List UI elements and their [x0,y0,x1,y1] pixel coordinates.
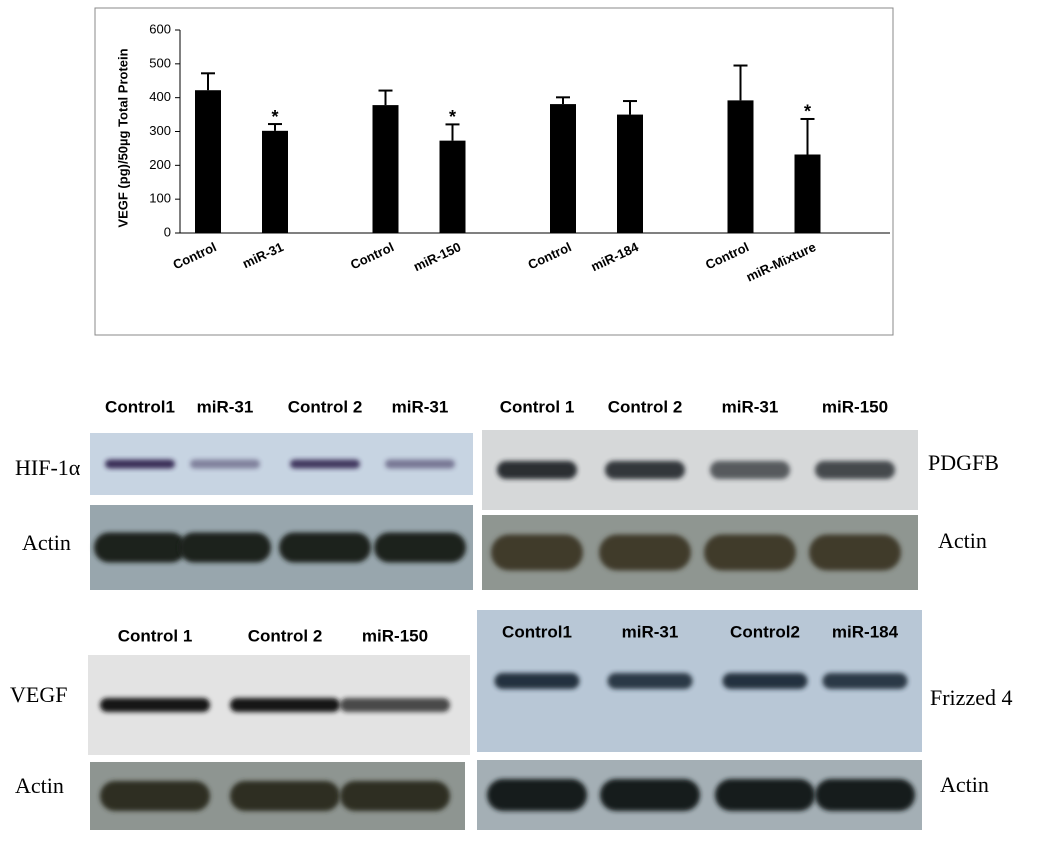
lane-label: miR-31 [622,622,679,641]
blot-band [497,461,577,479]
blot-band [815,779,915,811]
bar [372,105,399,233]
y-tick-label: 500 [149,55,171,70]
protein-label: VEGF [10,682,67,707]
lane-label: Control2 [730,622,800,641]
blot-band [822,673,908,689]
blot-band [100,781,210,811]
protein-label: Actin [940,772,989,797]
y-tick-label: 200 [149,157,171,172]
lane-label: Control 1 [500,397,575,416]
blot-band [385,459,455,469]
blot-band [340,698,450,712]
error-bar [268,123,282,131]
lane-label: Control1 [502,622,572,641]
protein-label: HIF-1α [15,455,81,480]
lane-label: miR-31 [722,397,779,416]
lane-label: miR-150 [822,397,888,416]
lane-label: miR-150 [362,626,428,645]
bar [794,154,821,233]
lane-label: miR-31 [197,397,254,416]
blot-band [230,781,340,811]
blot-band [279,532,371,563]
blot-band [374,532,466,563]
significance-mark: * [271,107,278,127]
error-bar [800,117,815,155]
blot-band [179,532,271,563]
y-axis-label: VEGF (pg)/50µg Total Protein [115,48,130,227]
blot-band [230,698,340,712]
y-tick-label: 300 [149,123,171,138]
blot-band [340,781,450,811]
lane-label: Control 1 [118,626,193,645]
blot-band [809,534,901,571]
error-bar [378,89,393,106]
lane-label: Control 2 [248,626,323,645]
blot-band [290,459,360,469]
error-bar [733,64,748,101]
blot-band [722,673,808,689]
blot-band [715,779,815,811]
protein-label: Actin [938,528,987,553]
blot-band [599,534,691,571]
y-tick-label: 0 [164,224,171,239]
blot-band [607,673,693,689]
blot-band [494,673,580,689]
bar [439,140,466,233]
error-bar [623,100,637,115]
bar [550,104,576,233]
lane-label: Control 2 [608,397,683,416]
blot-band [704,534,796,571]
blot-band [100,698,210,712]
blot-band [487,779,587,811]
error-bar [201,72,215,91]
error-bar [556,96,570,105]
significance-mark: * [449,107,456,127]
protein-label: Actin [15,773,64,798]
lane-label: miR-184 [832,622,899,641]
blot-band [815,461,895,479]
lane-label: miR-31 [392,397,449,416]
lane-label: Control1 [105,397,175,416]
blot-band [190,459,260,469]
significance-mark: * [804,102,811,122]
bar [727,100,754,233]
blot-band [605,461,685,479]
y-tick-label: 100 [149,191,171,206]
blot-band [600,779,700,811]
error-bar [445,123,460,141]
lane-label: Control 2 [288,397,363,416]
protein-label: Frizzed 4 [930,685,1012,710]
bar [195,90,221,234]
y-tick-label: 600 [149,21,171,36]
y-tick-label: 400 [149,89,171,104]
chart-frame [94,7,894,336]
blot-band [105,459,175,469]
blot-band [710,461,790,479]
bar [617,114,643,233]
blot-band [491,534,583,571]
blot-band [94,532,186,563]
protein-label: PDGFB [928,450,999,475]
lane-label-backdrop [100,612,440,658]
protein-label: Actin [22,530,71,555]
bar [262,130,288,233]
